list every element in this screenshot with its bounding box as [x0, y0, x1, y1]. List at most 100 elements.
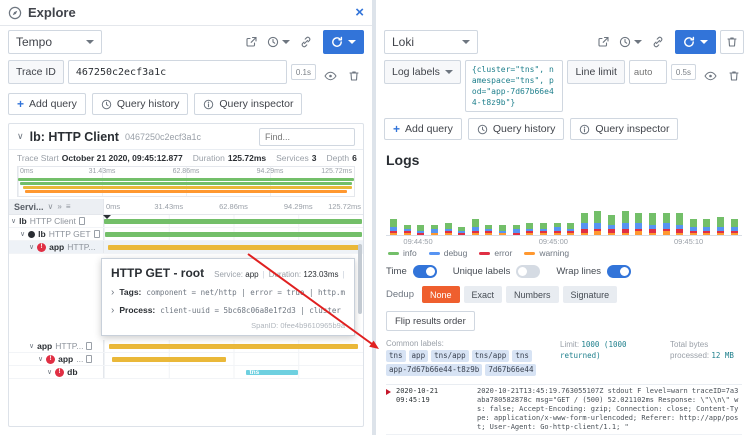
histogram-bar[interactable] [567, 223, 575, 235]
span-row[interactable]: ∨ lb HTTP GET [9, 228, 363, 241]
trace-id-input[interactable] [67, 60, 287, 84]
query-inspector-button[interactable]: Query inspector [570, 118, 679, 140]
query-history-button[interactable]: Query history [91, 93, 189, 115]
log-row[interactable]: 2020-10-21 09:45:19 2020-10-21T13:45:19.7… [386, 385, 742, 435]
run-query-button[interactable] [675, 30, 716, 54]
span-row[interactable]: ∨! app HTTP... [9, 241, 363, 254]
histogram-bar[interactable] [648, 213, 656, 235]
common-label-chip[interactable]: tns [512, 350, 532, 362]
delete-pane-button[interactable] [720, 30, 744, 54]
span-timeline[interactable] [104, 353, 363, 365]
span-duration-bar[interactable] [107, 245, 362, 250]
histogram-bar[interactable] [526, 223, 534, 235]
datasource-picker-right[interactable]: Loki [384, 30, 478, 54]
histogram-bar[interactable] [485, 225, 493, 235]
link-button[interactable] [296, 31, 316, 53]
flip-results-order-button[interactable]: Flip results order [386, 311, 475, 331]
common-label-chip[interactable]: tns [386, 350, 406, 362]
common-label-chip[interactable]: app [408, 350, 429, 362]
span-duration-bar[interactable] [111, 357, 226, 362]
share-button[interactable] [593, 31, 613, 53]
span-duration-bar[interactable] [103, 215, 362, 224]
histogram-bar[interactable] [608, 215, 615, 235]
histogram-bar[interactable] [703, 219, 711, 235]
span-process-row[interactable]: › Process: client-uuid = 5bc68c06a8e1f2d… [111, 305, 345, 316]
dedup-option-exact[interactable]: Exact [463, 286, 503, 303]
dedup-option-numbers[interactable]: Numbers [506, 286, 559, 303]
histogram-bar[interactable] [512, 225, 520, 235]
histogram-bar[interactable] [635, 213, 643, 235]
span-row[interactable]: ∨! app... [9, 353, 363, 366]
histogram-bar[interactable] [417, 225, 425, 235]
line-limit-input[interactable] [628, 60, 667, 84]
histogram-bar[interactable] [444, 223, 452, 235]
span-row[interactable]: ∨! db tns [9, 366, 363, 379]
histogram-bar[interactable] [553, 223, 561, 235]
span-timeline[interactable] [104, 340, 363, 352]
trace-minimap[interactable]: 0ms 31.43ms 62.86ms 94.29ms 125.72ms [17, 166, 355, 197]
histogram-bar[interactable] [594, 211, 602, 235]
remove-query-button[interactable] [724, 65, 744, 87]
histogram-bar[interactable] [662, 213, 670, 235]
dedup-option-signature[interactable]: Signature [562, 286, 618, 303]
toggle-time[interactable] [412, 265, 437, 278]
toggle-unique-labels[interactable] [516, 265, 541, 278]
histogram-bar[interactable] [580, 213, 588, 235]
toggle-wrap-lines[interactable] [607, 265, 632, 278]
chevron-down-icon[interactable]: ∨ [29, 342, 35, 350]
chevron-down-icon[interactable]: ∨ [38, 355, 44, 363]
span-duration-bar[interactable]: tns [246, 369, 299, 376]
common-label-chip[interactable]: tns/app [431, 350, 469, 362]
document-icon[interactable] [78, 217, 85, 225]
remove-query-button[interactable] [344, 65, 364, 87]
span-timeline[interactable] [103, 215, 363, 227]
expand-arrow-icon[interactable] [386, 389, 391, 395]
share-button[interactable] [241, 31, 261, 53]
link-button[interactable] [648, 31, 668, 53]
common-label-chip[interactable]: tns/app [471, 350, 510, 362]
histogram-bar[interactable] [499, 225, 506, 235]
span-timeline[interactable] [104, 241, 363, 253]
add-query-button[interactable]: + Add query [384, 118, 462, 140]
histogram-bar[interactable] [676, 213, 684, 235]
common-label-chip[interactable]: 7d67b66e44 [485, 364, 537, 376]
histogram-bar[interactable] [730, 219, 738, 235]
span-duration-bar[interactable] [105, 232, 362, 237]
histogram-bar[interactable] [471, 219, 479, 235]
dedup-option-none[interactable]: None [422, 286, 460, 303]
span-timeline[interactable]: tns [104, 366, 363, 378]
legend-item[interactable]: warning [524, 248, 569, 258]
legend-item[interactable]: debug [428, 248, 467, 258]
toggle-query-button[interactable] [700, 65, 720, 87]
collapse-trace-icon[interactable]: ∨ [17, 131, 24, 141]
chevron-down-icon[interactable]: ∨ [20, 230, 26, 238]
histogram-bar[interactable] [403, 225, 411, 235]
time-range-button[interactable] [265, 31, 292, 53]
span-timeline[interactable] [104, 228, 363, 240]
logql-query-editor[interactable]: {cluster="tns", namespace="tns", pod="ap… [464, 60, 564, 112]
legend-item[interactable]: info [388, 248, 417, 258]
histogram-bar[interactable] [621, 211, 629, 235]
histogram-bar[interactable] [539, 223, 547, 235]
query-history-button[interactable]: Query history [467, 118, 565, 140]
histogram-bar[interactable] [717, 217, 724, 235]
run-query-button[interactable] [323, 30, 364, 54]
datasource-picker-left[interactable]: Tempo [8, 30, 102, 54]
histogram-bar[interactable] [390, 219, 397, 235]
chevron-down-icon[interactable]: ∨ [11, 217, 17, 225]
span-row[interactable]: ∨ lb HTTP Client [9, 215, 363, 228]
trace-search-input[interactable] [259, 127, 355, 146]
service-column-header[interactable]: Servi... ∨ » ≡ [9, 199, 104, 214]
span-row[interactable]: ∨ app HTTP... [9, 340, 363, 353]
chevron-down-icon[interactable]: ∨ [47, 368, 53, 376]
span-tags-row[interactable]: › Tags: component = net/http | error = t… [111, 287, 345, 298]
common-label-chip[interactable]: app-7d67b66e44-t8z9b [386, 364, 483, 376]
document-icon[interactable] [86, 355, 93, 363]
histogram-bar[interactable] [430, 225, 438, 235]
query-inspector-button[interactable]: Query inspector [194, 93, 303, 115]
chevron-down-icon[interactable]: ∨ [29, 243, 35, 251]
log-labels-button[interactable]: Log labels [384, 60, 461, 84]
histogram-bar[interactable] [689, 219, 697, 235]
add-query-button[interactable]: + Add query [8, 93, 86, 115]
document-icon[interactable] [86, 342, 93, 350]
